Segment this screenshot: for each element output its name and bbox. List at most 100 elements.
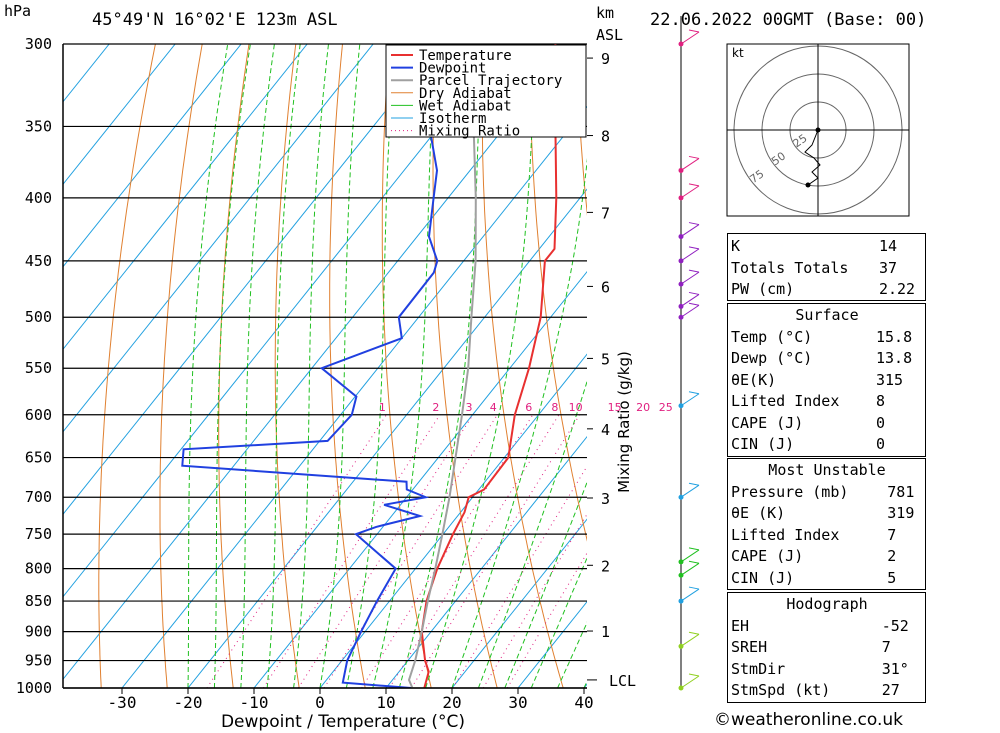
hodograph-index-table: Hodograph EH -52 SREH 7 StmDir 31° StmSpd (…: [727, 594, 927, 702]
km-tick-label: 5: [601, 350, 610, 368]
wind-barb: [680, 294, 700, 307]
pressure-tick-label: 400: [25, 189, 52, 207]
wind-barb: [680, 393, 700, 407]
isotherm-line: [63, 44, 374, 433]
wind-barb: [680, 158, 700, 171]
isotherm-line: [63, 44, 176, 186]
mixing-ratio-label: 6: [525, 401, 532, 414]
mixing-ratio-line: [506, 552, 587, 688]
mu-value: 5: [887, 568, 897, 587]
wind-barb-flag: [688, 547, 700, 551]
wind-barb-flag: [688, 482, 700, 486]
mu-row: θE (K) 319: [727, 503, 927, 525]
surface-title: Surface: [795, 306, 859, 324]
hodo-label: SREH: [731, 638, 768, 656]
surface-row: CAPE (J) 0: [727, 413, 927, 435]
index-row: Totals Totals 37: [727, 258, 927, 280]
isotherm-line: [253, 270, 587, 688]
wind-barb-flag: [688, 291, 700, 295]
mu-label: Lifted Index: [731, 525, 840, 544]
pressure-tick-label: 800: [25, 560, 52, 578]
wind-barb-flag: [688, 155, 700, 159]
mixing-ratio-label: 4: [490, 401, 497, 414]
mu-row: CAPE (J) 2: [727, 546, 927, 568]
x-tick-label: 10: [376, 693, 395, 712]
pressure-tick-label: 900: [25, 623, 52, 641]
hodograph-index-box: [727, 592, 926, 703]
mixing-ratio-axis-title: Mixing Ratio (g/kg): [615, 351, 633, 493]
pressure-tick-label: 850: [25, 592, 52, 610]
mu-value: 781: [887, 482, 915, 501]
pressure-tick-label: 350: [25, 117, 52, 135]
wind-barb-flag: [688, 183, 700, 187]
pressure-tick-label: 550: [25, 359, 52, 377]
surface-label: Lifted Index: [731, 392, 840, 410]
legend-entry: Dewpoint: [419, 61, 486, 77]
hodo-value: -52: [881, 616, 909, 635]
surface-label: CAPE (J): [731, 413, 804, 432]
surface-value: 315: [876, 370, 904, 389]
wind-column: [678, 16, 700, 691]
wind-barb: [680, 633, 700, 647]
pressure-tick-label: 500: [25, 308, 52, 326]
surface-value: 8: [876, 392, 886, 410]
surface-row: Dewp (°C) 13.8: [727, 348, 927, 370]
x-tick-label: -30: [108, 693, 137, 712]
mixing-ratio-line: [410, 414, 581, 688]
hodo-value: 27: [881, 681, 900, 699]
wet-adiabat-line: [530, 556, 587, 688]
mixing-ratio-label: 20: [636, 401, 650, 414]
index-value: 2.22: [878, 280, 916, 298]
hodo-row: SREH 7: [727, 637, 927, 659]
isotherm-line: [63, 44, 572, 681]
wind-barb: [680, 549, 700, 563]
most-unstable-box: [727, 458, 926, 590]
hodograph-start-dot: [815, 127, 821, 133]
mixing-ratio-label: 25: [659, 401, 673, 414]
km-tick-label: 6: [601, 278, 610, 296]
mu-label: CAPE (J): [731, 547, 804, 565]
km-tick-label: 2: [601, 557, 610, 575]
surface-row: Temp (°C) 15.8: [727, 327, 927, 349]
asl-label: ASL: [596, 26, 624, 44]
surface-value: 15.8: [876, 327, 913, 346]
hodo-label: EH: [731, 616, 750, 635]
mu-value: 319: [887, 504, 915, 522]
surface-value: 0: [876, 435, 886, 453]
pressure-unit-label: hPa: [4, 2, 32, 20]
pressure-tick-label: 700: [25, 488, 52, 506]
index-value: 37: [878, 258, 897, 277]
km-tick-label: 4: [601, 421, 610, 439]
mu-label: θE (K): [731, 504, 786, 522]
legend-entry: Wet Adiabat: [419, 98, 512, 114]
series-parcel-trajectory: [407, 61, 477, 688]
dry-adiabat-line: [98, 44, 156, 688]
pressure-tick-label: 600: [25, 406, 52, 424]
mixing-ratio-label: 8: [551, 401, 558, 414]
index-row: PW (cm) 2.22: [727, 279, 927, 301]
hodo-value: 7: [881, 638, 891, 656]
dry-adiabat-line: [329, 44, 366, 688]
copyright[interactable]: ©weatheronline.co.uk: [714, 710, 904, 730]
pressure-tick-label: 950: [25, 652, 52, 670]
surface-row: Lifted Index 8: [727, 391, 927, 413]
axes: 1 2 3 4 6 8 10 15 20 2530035040045050055060065070…: [16, 35, 673, 732]
lcl-label: LCL: [609, 672, 636, 690]
isotherm-line: [63, 44, 440, 516]
surface-row: θE(K) 315: [727, 370, 927, 392]
km-tick-label: 7: [601, 204, 610, 222]
wind-barb-flag: [688, 673, 700, 677]
surface-table: Surface Temp (°C) 15.8 Dewp (°C) 13.8 θE(K…: [727, 305, 927, 456]
hodograph-end-dot: [805, 182, 811, 188]
isotherm-line: [63, 44, 308, 351]
index-value: 14: [878, 237, 897, 255]
legend-entry: Temperature: [419, 48, 512, 64]
hodo-row: EH -52: [727, 616, 927, 638]
most-unstable-title: Most Unstable: [768, 461, 886, 479]
wind-barb-flag: [688, 586, 700, 590]
hodograph-index-title: Hodograph: [786, 595, 868, 613]
wind-barb-flag: [688, 222, 700, 226]
mixing-ratio-line: [361, 414, 534, 688]
pressure-tick-label: 450: [25, 252, 52, 270]
